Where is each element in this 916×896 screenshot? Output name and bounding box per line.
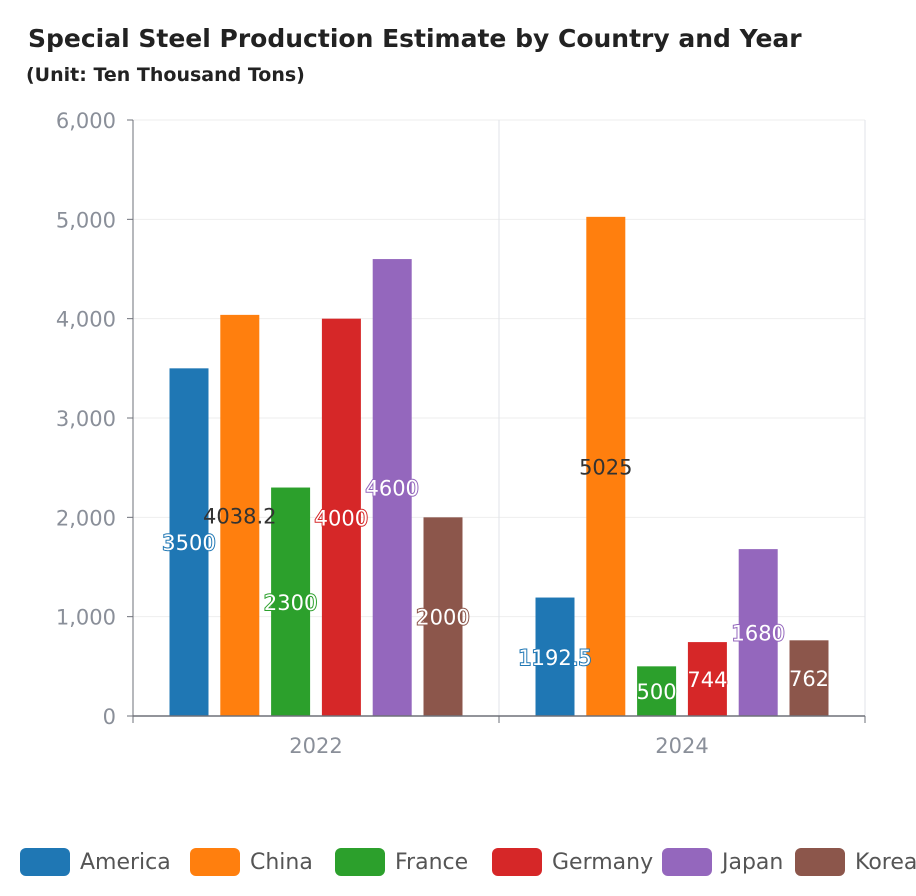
data-label: 3500	[162, 531, 215, 555]
legend-label: France	[395, 849, 469, 875]
y-tick-label: 4,000	[56, 308, 116, 332]
data-label: 4000	[315, 506, 368, 530]
legend-swatch	[20, 848, 70, 876]
bar[interactable]	[169, 368, 209, 716]
chart-subtitle: (Unit: Ten Thousand Tons)	[26, 64, 305, 86]
legend-label: America	[80, 849, 171, 875]
data-label: 4600	[365, 477, 418, 501]
data-label: 2300	[264, 591, 317, 615]
legend-item[interactable]: China	[190, 844, 313, 880]
data-label-layer: 3500 1192.5 4038.2 5025 2300 500 4000 744 4600 16…	[161, 455, 830, 705]
legend-swatch	[662, 848, 712, 876]
data-label: 1192.5	[518, 646, 591, 670]
legend-swatch	[492, 848, 542, 876]
data-label: 5025	[579, 455, 632, 479]
legend-item[interactable]: Korea	[795, 844, 916, 880]
y-tick-label: 2,000	[56, 506, 116, 530]
y-tick-label: 0	[103, 705, 116, 729]
data-label: 2000	[416, 606, 469, 630]
legend-label: Germany	[552, 849, 654, 875]
legend-label: Korea	[855, 849, 916, 875]
bar[interactable]	[738, 549, 778, 716]
bar[interactable]	[687, 642, 727, 716]
y-tick-label: 3,000	[56, 407, 116, 431]
bar[interactable]	[637, 666, 677, 716]
legend-swatch	[335, 848, 385, 876]
y-tick-label: 1,000	[56, 606, 116, 630]
bar-layer	[169, 216, 829, 716]
bar[interactable]	[789, 640, 829, 716]
data-label: 500	[637, 680, 677, 704]
chart-title: Special Steel Production Estimate by Cou…	[28, 24, 802, 53]
legend-item[interactable]: America	[20, 844, 171, 880]
x-tick-label: 2024	[655, 734, 708, 758]
data-label: 4038.2	[203, 504, 276, 528]
y-tick-label: 6,000	[56, 109, 116, 133]
axis-layer: 0 1,000 2,000 3,000 4,000 5,000 6,000 2022 2024	[56, 109, 866, 758]
data-label: 762	[789, 667, 829, 691]
legend-swatch	[190, 848, 240, 876]
y-tick-label: 5,000	[56, 208, 116, 232]
legend-item[interactable]: France	[335, 844, 468, 880]
bar[interactable]	[271, 487, 311, 716]
legend-item[interactable]: Germany	[492, 844, 653, 880]
data-label: 744	[687, 668, 727, 692]
bar[interactable]	[372, 259, 412, 716]
bar[interactable]	[220, 314, 260, 716]
bar[interactable]	[423, 517, 463, 716]
bar[interactable]	[321, 318, 361, 716]
legend-item[interactable]: Japan	[662, 844, 783, 880]
bar[interactable]	[535, 597, 575, 716]
bar[interactable]	[586, 216, 626, 716]
legend-swatch	[795, 848, 845, 876]
legend-label: Japan	[722, 849, 784, 875]
legend-label: China	[250, 849, 313, 875]
data-label: 1680	[731, 622, 784, 646]
legend: America China France Germany Japan Korea	[20, 844, 916, 880]
x-tick-label: 2022	[289, 734, 342, 758]
